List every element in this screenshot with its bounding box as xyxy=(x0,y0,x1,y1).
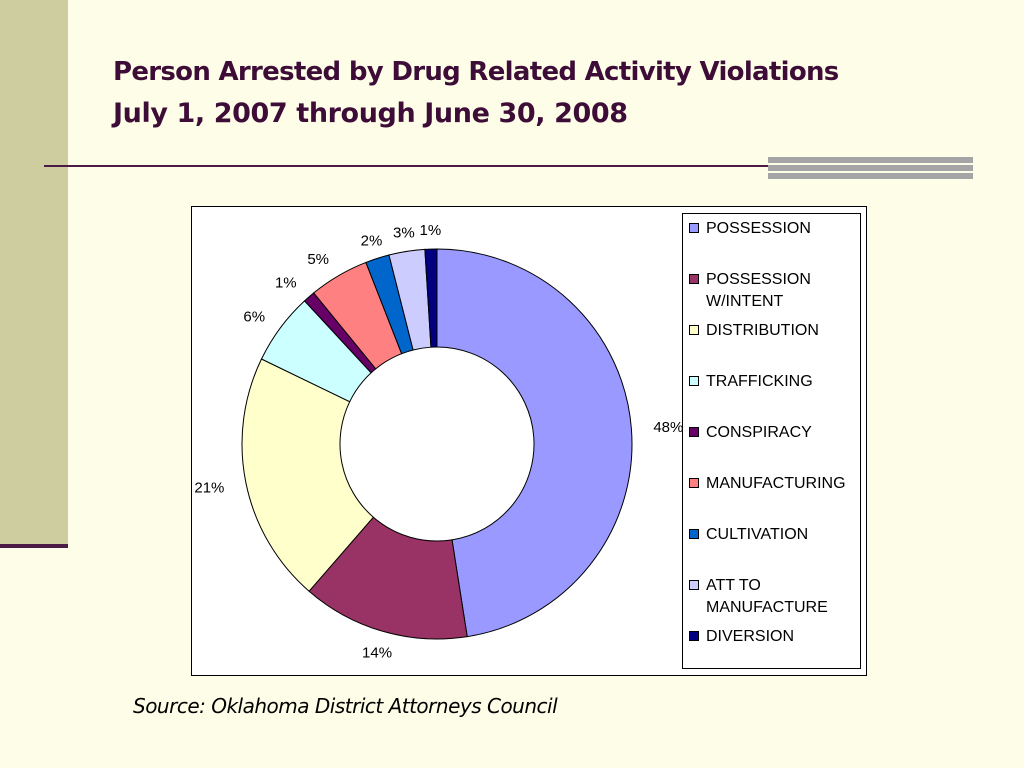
chart-frame: 48% 14% 21% 6% 1% 5% 2% 3% 1% POSSESSION POSSESSI… xyxy=(191,206,867,676)
data-label-cultivation: 2% xyxy=(361,232,383,249)
legend-swatch xyxy=(689,478,699,488)
legend-label: MANUFACTURING xyxy=(706,475,846,492)
chart-legend: POSSESSION POSSESSION W/INTENT DISTRIBUTIO… xyxy=(682,213,861,669)
legend-swatch xyxy=(689,529,699,539)
legend-label: DIVERSION xyxy=(706,628,795,645)
data-label-manufacturing: 5% xyxy=(307,251,329,268)
legend-label: POSSESSION xyxy=(706,220,811,237)
slide-title: Person Arrested by Drug Related Activity… xyxy=(113,57,839,87)
slice-distribution xyxy=(241,358,375,592)
doughnut-chart: 48% 14% 21% 6% 1% 5% 2% 3% 1% xyxy=(194,222,682,662)
legend-label: DISTRIBUTION xyxy=(706,322,819,339)
slice-diversion xyxy=(424,248,438,348)
legend-swatch xyxy=(689,223,699,233)
slice-possession xyxy=(436,248,633,638)
legend-swatch xyxy=(689,274,699,284)
legend-label: ATT TO MANUFACTURE xyxy=(706,577,828,616)
source-note: Source: Oklahoma District Attorneys Coun… xyxy=(133,694,558,718)
data-label-conspiracy: 1% xyxy=(275,274,297,291)
legend-label: CULTIVATION xyxy=(706,526,809,543)
legend-label: POSSESSION W/INTENT xyxy=(706,271,811,310)
title-divider xyxy=(44,165,972,167)
side-bar-accent-line xyxy=(0,544,68,548)
legend-swatch xyxy=(689,325,699,335)
slide-subtitle: July 1, 2007 through June 30, 2008 xyxy=(113,98,628,129)
legend-label: CONSPIRACY xyxy=(706,424,812,441)
legend-swatch xyxy=(689,376,699,386)
data-label-possession: 48% xyxy=(653,419,682,436)
legend-swatch xyxy=(689,427,699,437)
data-label-distribution: 21% xyxy=(194,480,224,497)
data-label-possession-w-intent: 14% xyxy=(362,645,392,662)
divider-accent-stripes xyxy=(768,157,973,179)
side-decoration-bar xyxy=(0,0,68,548)
data-label-att-to-manufacture: 3% xyxy=(393,225,415,242)
legend-label: TRAFFICKING xyxy=(706,373,813,390)
legend-swatch xyxy=(689,580,699,590)
data-label-trafficking: 6% xyxy=(243,309,265,326)
data-label-diversion: 1% xyxy=(420,222,442,239)
legend-swatch xyxy=(689,631,699,641)
